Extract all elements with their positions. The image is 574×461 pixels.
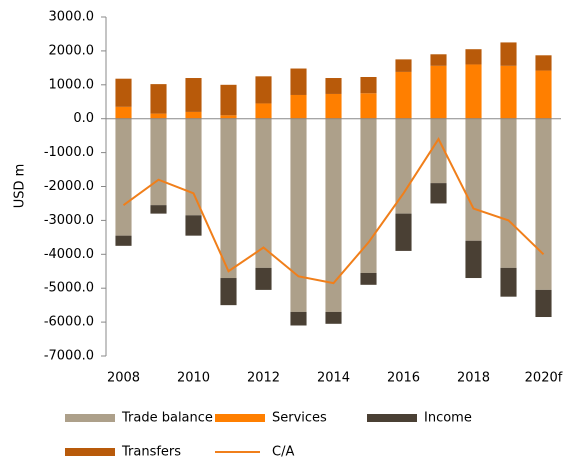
bar <box>290 311 307 326</box>
legend-swatch <box>367 414 417 422</box>
bar <box>185 118 202 216</box>
y-tick-label: -3000.0 <box>44 213 94 228</box>
bar <box>150 84 167 114</box>
bar <box>395 118 412 214</box>
bar <box>465 118 482 241</box>
line <box>122 137 545 285</box>
y-tick-label: -6000.0 <box>44 315 94 330</box>
y-tick-label: -5000.0 <box>44 281 94 296</box>
bar <box>220 115 237 119</box>
bar <box>500 65 517 119</box>
y-tick-label: -7000.0 <box>44 349 94 364</box>
bar <box>535 55 552 71</box>
bar <box>535 118 552 290</box>
bar <box>115 106 132 119</box>
bar <box>430 118 447 184</box>
bar <box>395 71 412 119</box>
bar <box>255 118 272 268</box>
bar <box>290 118 307 312</box>
x-tick-label: 2014 <box>317 371 350 386</box>
y-tick-label: -4000.0 <box>44 247 94 262</box>
x-tick-label: 2010 <box>177 371 210 386</box>
bar <box>150 113 167 119</box>
legend-label: Trade balance <box>121 411 213 426</box>
bar <box>115 78 132 107</box>
bar <box>430 183 447 204</box>
legend-swatch <box>65 448 115 456</box>
bar <box>290 68 307 95</box>
bar <box>430 54 447 66</box>
bar <box>535 289 552 318</box>
x-tick-label: 2018 <box>457 371 490 386</box>
y-axis-label: USD m <box>13 164 28 209</box>
y-tick-label: 0.0 <box>73 111 94 126</box>
legend-swatch <box>215 414 265 422</box>
y-tick-label: 2000.0 <box>49 43 95 58</box>
bar <box>360 93 377 119</box>
bar <box>290 94 307 119</box>
bar <box>535 70 552 119</box>
x-tick-label: 2008 <box>107 371 140 386</box>
bar <box>325 311 342 324</box>
bar <box>500 267 517 297</box>
bar <box>255 76 272 104</box>
bar <box>465 64 482 119</box>
bar <box>325 93 342 119</box>
bar <box>500 42 517 66</box>
bar <box>220 84 237 116</box>
y-tick-label: -1000.0 <box>44 145 94 160</box>
y-tick-label: -2000.0 <box>44 179 94 194</box>
x-tick-label: 2012 <box>247 371 280 386</box>
x-tick-label: 2020f <box>525 371 563 386</box>
legend-label: Services <box>272 411 327 426</box>
bar <box>185 111 202 119</box>
x-tick-label: 2016 <box>387 371 420 386</box>
bar <box>220 278 237 306</box>
bar <box>150 205 167 214</box>
bar <box>360 118 377 273</box>
bar <box>325 118 342 312</box>
bar <box>500 118 517 268</box>
bar <box>185 215 202 236</box>
bar <box>430 65 447 119</box>
legend-swatch <box>65 414 115 422</box>
y-tick-label: 1000.0 <box>49 77 95 92</box>
bar <box>360 77 377 94</box>
legend-label: Income <box>424 411 472 426</box>
bar <box>150 118 167 206</box>
bar <box>465 240 482 279</box>
bar <box>255 103 272 119</box>
bar <box>395 213 412 251</box>
legend-label: Transfers <box>121 445 181 460</box>
bar <box>115 235 132 246</box>
y-tick-label: 3000.0 <box>49 10 95 25</box>
bar <box>220 118 237 279</box>
bar <box>360 272 377 285</box>
bar <box>115 118 132 236</box>
bar <box>255 267 272 290</box>
legend-label: C/A <box>272 445 294 460</box>
bar <box>395 59 412 72</box>
bar <box>465 49 482 65</box>
bar <box>325 78 342 94</box>
bar <box>185 78 202 112</box>
